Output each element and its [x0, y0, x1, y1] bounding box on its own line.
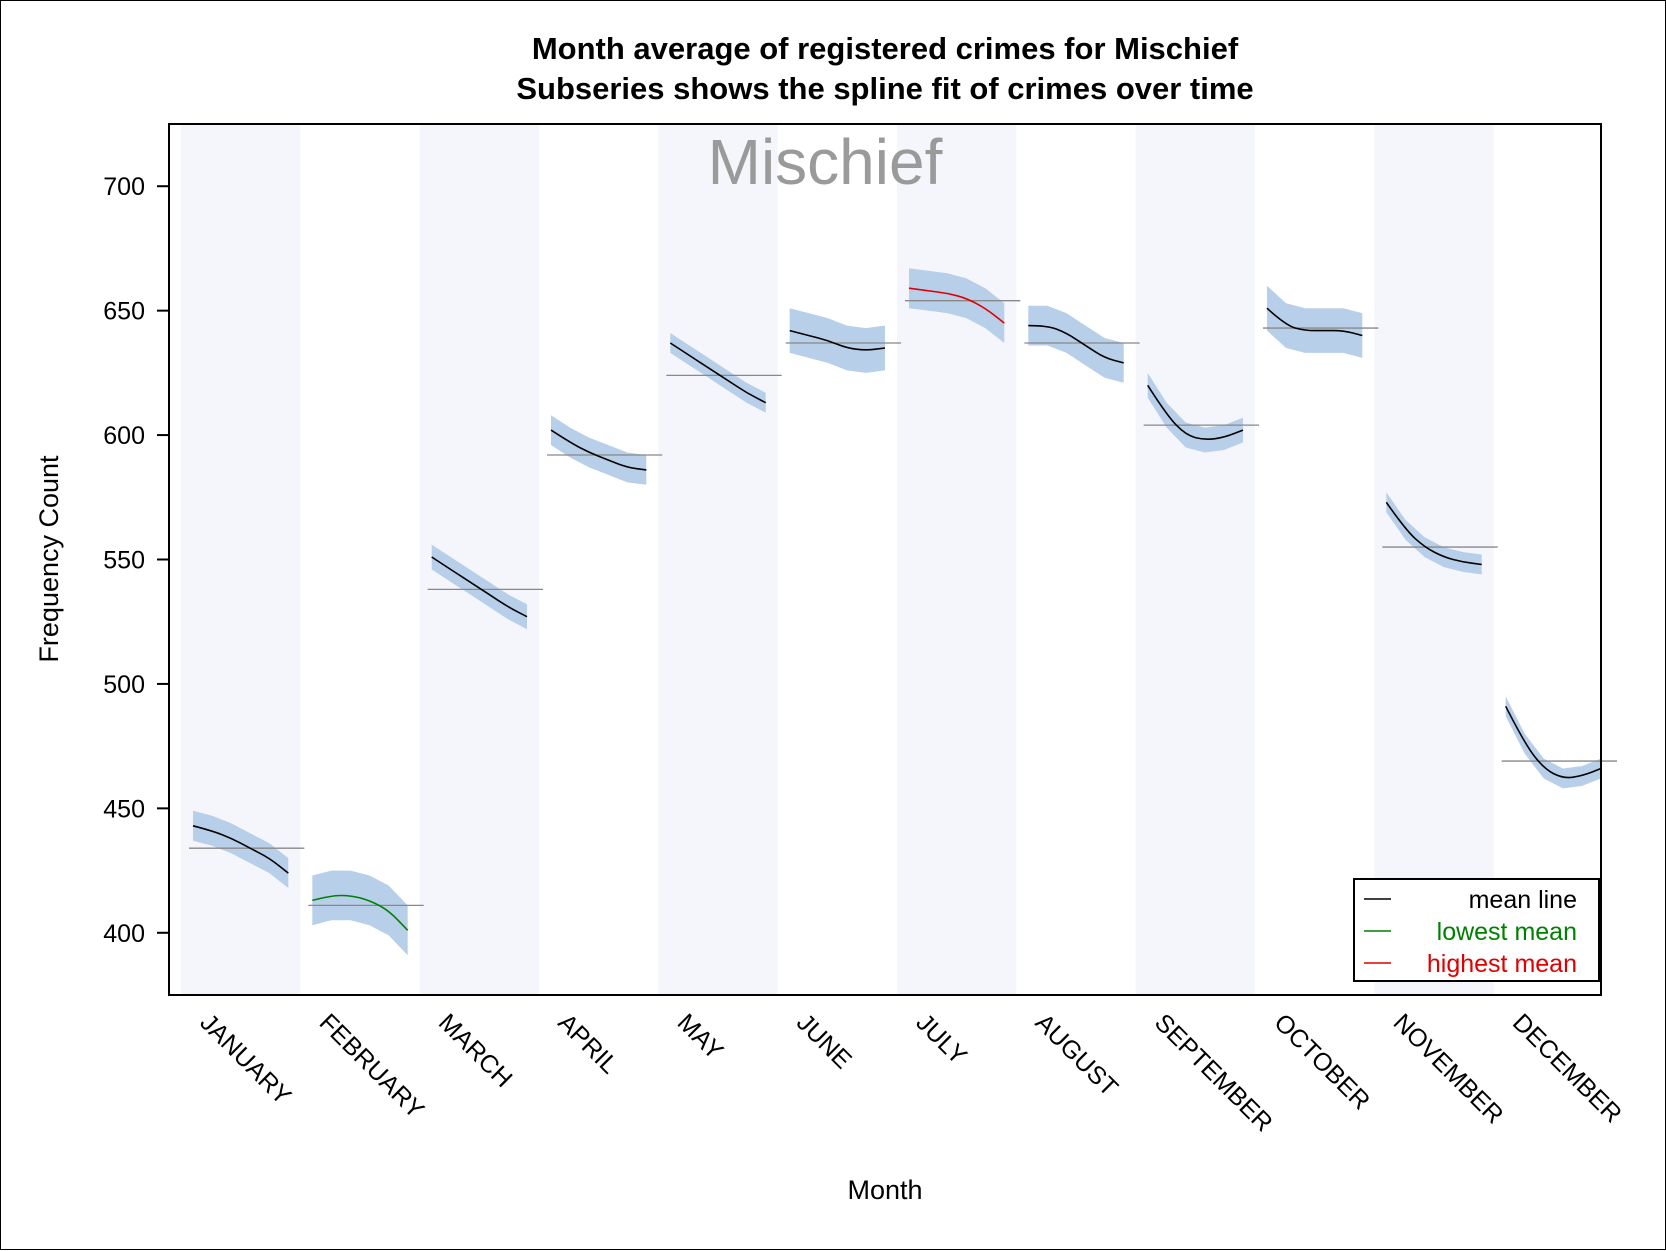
confidence-band-march — [431, 544, 527, 630]
confidence-band-september — [1147, 372, 1243, 453]
x-tick-label: SEPTEMBER — [1149, 1008, 1278, 1137]
spline-fit-september — [1147, 384, 1244, 440]
chart-subtitle: Subseries shows the spline fit of crimes… — [516, 71, 1253, 106]
confidence-band-april — [551, 415, 647, 485]
x-tick-label: FEBRUARY — [314, 1008, 430, 1124]
x-axis-label: Month — [847, 1175, 922, 1205]
spline-fit-june — [789, 329, 886, 351]
y-tick-label: 600 — [103, 422, 145, 450]
x-axis: JANUARY FEBRUARY MARCH APRIL MAY JUNE JULY AUGU… — [194, 1008, 1627, 1137]
spline-fit-march — [431, 556, 528, 618]
x-tick-label: JANUARY — [194, 1008, 296, 1110]
confidence-band-january — [193, 810, 289, 888]
y-tick-label: 700 — [103, 173, 145, 201]
y-tick-label: 650 — [103, 298, 145, 326]
month-stripe-may — [658, 125, 778, 994]
spline-fit-august — [1028, 324, 1124, 364]
spline-fit-november — [1385, 501, 1482, 566]
chart-title: Month average of registered crimes for M… — [532, 31, 1239, 66]
legend-entry: mean line — [1469, 886, 1577, 914]
spline-fit-april — [550, 429, 647, 471]
confidence-band-august — [1028, 305, 1124, 383]
spline-fits — [192, 287, 1602, 931]
spline-fit-january — [192, 825, 289, 874]
x-tick-label: APRIL — [552, 1008, 623, 1079]
confidence-band-november — [1386, 492, 1482, 575]
x-tick-label: JUNE — [791, 1008, 857, 1074]
month-stripe-july — [897, 125, 1017, 994]
legend-box — [1353, 878, 1600, 982]
x-tick-label: MARCH — [433, 1008, 518, 1093]
y-axis-label: Frequency Count — [34, 455, 64, 663]
x-tick-label: OCTOBER — [1268, 1008, 1375, 1115]
month-stripe-september — [1135, 125, 1255, 994]
y-axis: 400 450 500 550 600 650 700 — [103, 173, 169, 948]
spline-fit-july — [908, 287, 1005, 324]
spline-fit-february — [312, 894, 409, 931]
confidence-band-october — [1267, 285, 1363, 358]
x-tick-label: DECEMBER — [1507, 1008, 1627, 1128]
confidence-band-june — [789, 308, 885, 373]
x-tick-label: AUGUST — [1030, 1008, 1123, 1101]
y-tick-label: 550 — [103, 547, 145, 575]
confidence-band-february — [312, 870, 408, 956]
confidence-bands — [193, 268, 1601, 956]
legend-entry: highest mean — [1427, 950, 1577, 978]
legend: mean line lowest mean highest mean — [1353, 878, 1600, 982]
spline-fit-october — [1266, 307, 1363, 337]
y-tick-label: 450 — [103, 795, 145, 823]
watermark-label: Mischief — [708, 126, 943, 198]
confidence-band-may — [670, 333, 766, 413]
y-tick-label: 400 — [103, 920, 145, 948]
y-tick-label: 500 — [103, 671, 145, 699]
legend-entry: lowest mean — [1437, 918, 1577, 946]
x-tick-label: MAY — [672, 1008, 729, 1065]
x-tick-label: JULY — [910, 1008, 972, 1070]
spline-fit-may — [669, 342, 767, 404]
x-tick-label: NOVEMBER — [1388, 1008, 1509, 1129]
mean-lines — [189, 300, 1617, 907]
confidence-band-july — [909, 268, 1005, 343]
month-stripes — [181, 125, 1494, 994]
spline-fit-december — [1504, 705, 1602, 779]
